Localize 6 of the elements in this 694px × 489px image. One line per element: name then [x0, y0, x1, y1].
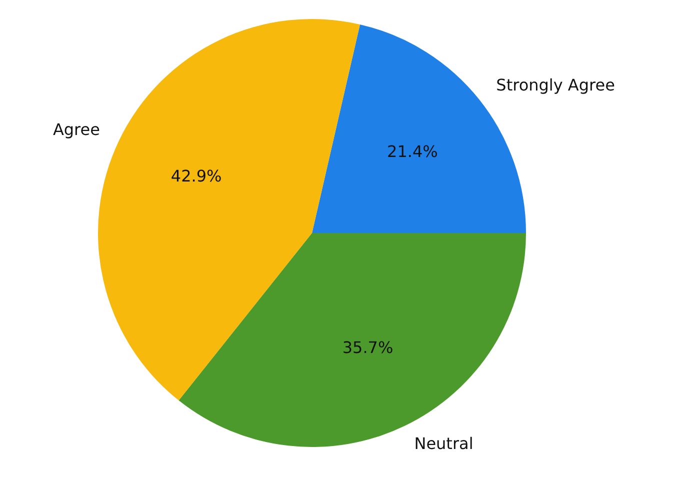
- slice-label: Neutral: [414, 434, 474, 454]
- slice-label: Agree: [52, 120, 100, 139]
- slice-label: Strongly Agree: [496, 76, 615, 95]
- data-label: 21.4%: [387, 142, 438, 162]
- data-label: 42.9%: [170, 166, 222, 186]
- data-label: 35.7%: [342, 338, 394, 357]
